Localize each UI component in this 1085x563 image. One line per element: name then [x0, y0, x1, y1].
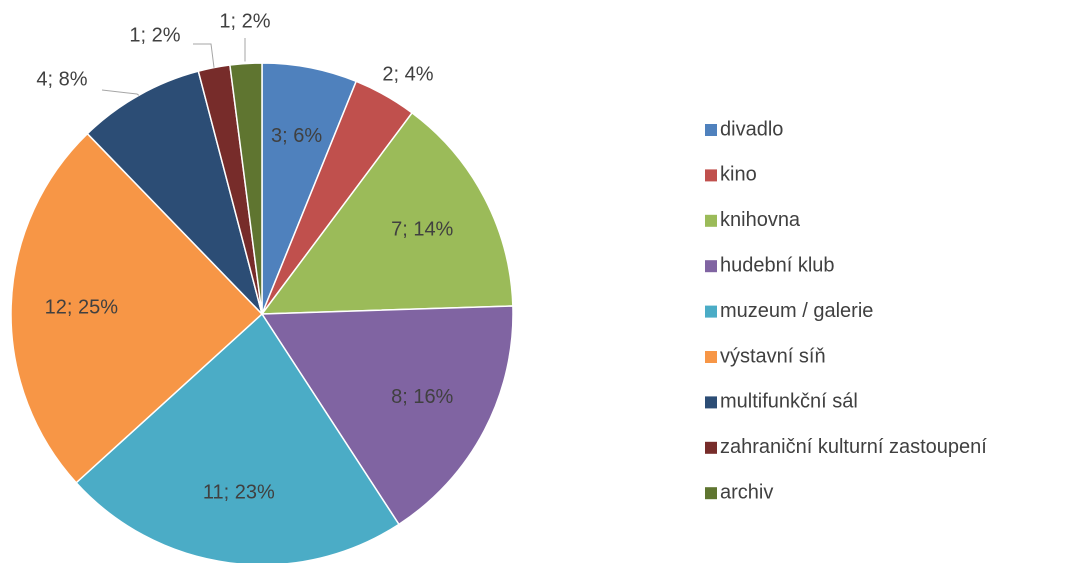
data-label: 4; 8% — [36, 68, 87, 90]
data-label: 1; 2% — [219, 10, 270, 32]
legend-label: muzeum / galerie — [720, 300, 873, 322]
data-label: 1; 2% — [129, 24, 180, 46]
leader-line — [101, 89, 140, 96]
pie-slice — [260, 305, 514, 526]
leader-line — [193, 43, 215, 68]
legend-swatch — [705, 214, 717, 227]
pie-slice — [10, 132, 264, 484]
data-label: 8; 16% — [391, 386, 453, 408]
data-label: 2; 4% — [382, 63, 433, 85]
pie-slice — [260, 111, 514, 315]
pie-slice — [229, 62, 263, 315]
legend-swatch — [705, 124, 717, 136]
data-label: 3; 6% — [271, 125, 322, 147]
data-label: 11; 23% — [203, 482, 275, 504]
legend-swatch — [705, 169, 717, 182]
pie-slice — [86, 70, 264, 317]
legend-label: kino — [720, 164, 757, 186]
legend-swatch — [705, 441, 717, 454]
legend-label: knihovna — [720, 209, 801, 231]
legend-label: výstavní síň — [720, 345, 826, 367]
legend-swatch — [705, 396, 717, 409]
legend-swatch — [705, 351, 717, 363]
data-label: 12; 25% — [45, 296, 119, 318]
legend-swatch — [705, 260, 717, 273]
legend-swatch — [705, 487, 717, 500]
legend-label: divadlo — [720, 118, 783, 140]
data-label: 7; 14% — [391, 219, 453, 241]
legend-label: archiv — [720, 481, 773, 503]
legend-swatch — [705, 305, 717, 318]
legend-label: zahraniční kulturní zastoupení — [720, 436, 987, 458]
legend-label: hudební klub — [720, 254, 835, 276]
legend-label: multifunkční sál — [720, 391, 858, 413]
